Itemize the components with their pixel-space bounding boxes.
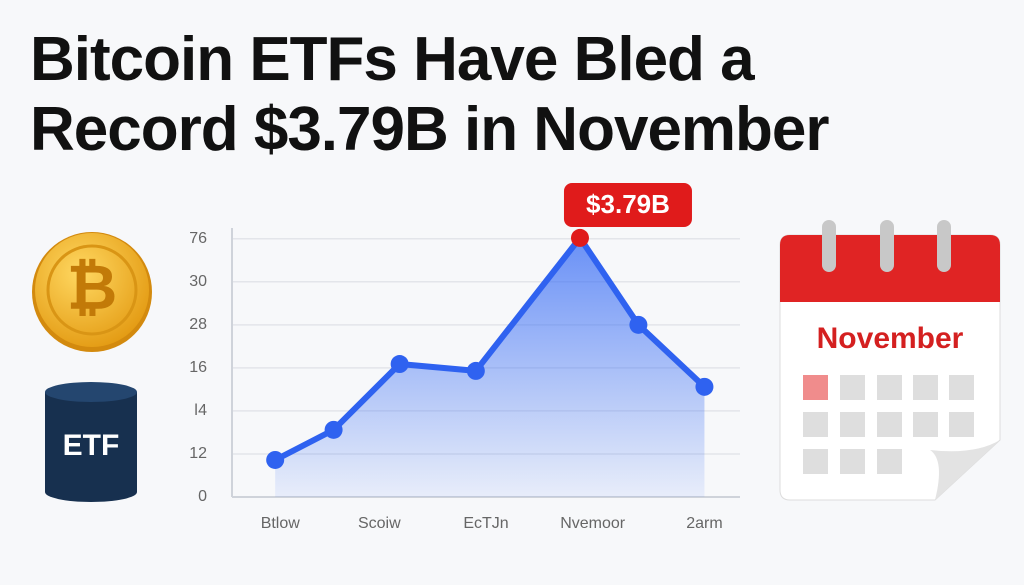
y-tick-label: 76 — [189, 230, 207, 247]
x-tick-label: Scoiw — [358, 515, 401, 532]
point — [466, 361, 485, 380]
point — [570, 228, 589, 247]
bitcoin-icon: ₿ — [32, 232, 152, 352]
y-tick-label: ǀ4 — [194, 402, 207, 419]
point — [695, 377, 714, 396]
etf-icon: ETF — [45, 382, 137, 502]
area — [275, 237, 705, 497]
etf-label: ETF — [63, 429, 120, 462]
calendar-month: November — [817, 322, 964, 355]
x-tick-label: EcTJn — [463, 515, 508, 532]
point — [629, 315, 648, 334]
point — [266, 450, 285, 469]
coin-symbol: ₿ — [67, 253, 118, 322]
y-tick-label: 0 — [198, 488, 207, 505]
y-tick-label: 12 — [189, 445, 207, 462]
title-line: Bitcoin ETFs Have Bled a — [30, 25, 755, 94]
y-tick-label: 28 — [189, 316, 207, 333]
x-tick-label: Nvemoor — [560, 515, 626, 532]
y-tick-label: 30 — [189, 273, 207, 290]
x-tick-label: 2arm — [686, 515, 722, 532]
annotation-box — [563, 183, 692, 227]
title-line: Record $3.79B in November — [30, 95, 829, 164]
point — [390, 355, 409, 374]
point — [324, 420, 343, 439]
calendar-icon: November — [779, 220, 1001, 501]
y-tick-label: 16 — [189, 359, 207, 376]
plot: 0 12 ǀ4 16 28 30 76 Btlow Scoiw EcTJn Nvemoor 2arm $… — [189, 183, 740, 532]
x-tick-label: Btlow — [261, 515, 301, 532]
annotation: $3.79B — [586, 189, 670, 219]
